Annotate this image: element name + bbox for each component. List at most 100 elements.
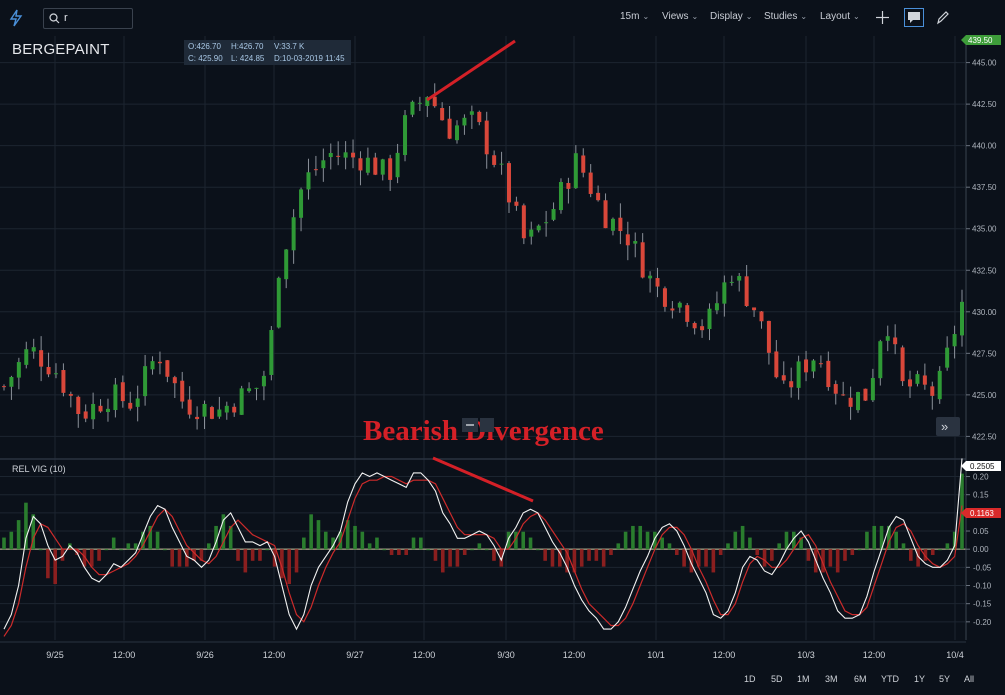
candle bbox=[276, 276, 281, 329]
histogram-bar bbox=[455, 549, 460, 567]
candle bbox=[826, 351, 831, 391]
candle-body bbox=[937, 370, 942, 400]
candle bbox=[633, 232, 638, 258]
last-indicator-label: 0.2505 bbox=[970, 462, 995, 471]
candle-body bbox=[276, 277, 281, 328]
candle-body bbox=[945, 347, 950, 368]
candle-body bbox=[566, 182, 571, 189]
layout-label: Layout bbox=[820, 11, 851, 22]
time-tick-label: 12:00 bbox=[713, 650, 736, 660]
candle bbox=[306, 158, 311, 200]
candle-body bbox=[952, 334, 957, 347]
search-input[interactable]: r bbox=[43, 8, 133, 29]
range-button-all[interactable]: All bbox=[964, 674, 975, 684]
histogram-bar bbox=[821, 549, 825, 573]
histogram-bar bbox=[2, 537, 6, 550]
candle bbox=[76, 395, 81, 428]
histogram-bar bbox=[740, 525, 745, 550]
views-dropdown[interactable]: Views ⌄ bbox=[662, 11, 698, 22]
studies-dropdown[interactable]: Studies ⌄ bbox=[764, 11, 807, 22]
chart-comment-icon[interactable] bbox=[904, 8, 924, 27]
candle-body bbox=[83, 411, 88, 419]
histogram-bar bbox=[433, 549, 438, 561]
candle bbox=[261, 370, 266, 401]
range-button-5d[interactable]: 5D bbox=[771, 674, 783, 684]
candle-body bbox=[68, 393, 73, 396]
display-dropdown[interactable]: Display ⌄ bbox=[710, 11, 753, 22]
candle-body bbox=[796, 361, 801, 388]
divergence-lines bbox=[426, 39, 534, 503]
last-price-badge: 439.50 bbox=[961, 35, 1001, 45]
histogram-bar bbox=[762, 549, 767, 567]
candle bbox=[165, 360, 170, 383]
price-divergence-line bbox=[426, 39, 516, 102]
candle-body bbox=[588, 172, 593, 194]
histogram-bar bbox=[572, 549, 577, 573]
range-button-1m[interactable]: 1M bbox=[797, 674, 810, 684]
candle bbox=[2, 384, 6, 391]
chevron-down-icon: ⌄ bbox=[745, 12, 753, 21]
candle bbox=[477, 110, 482, 126]
candle-body bbox=[826, 360, 831, 388]
histogram-bar bbox=[850, 549, 855, 555]
time-axis: 9/25 12:00 9/26 12:00 9/27 12:00 9/30 12:00 10/1… bbox=[46, 650, 964, 660]
crosshair-icon[interactable] bbox=[876, 11, 889, 24]
candle bbox=[68, 391, 73, 408]
histogram-bar bbox=[492, 549, 496, 561]
interval-dropdown[interactable]: 15m ⌄ bbox=[620, 11, 649, 22]
candle-body bbox=[677, 302, 682, 308]
range-button-ytd[interactable]: YTD bbox=[881, 674, 899, 684]
range-button-1d[interactable]: 1D bbox=[744, 674, 756, 684]
candle bbox=[722, 275, 727, 317]
candle-body bbox=[336, 155, 341, 157]
candle bbox=[157, 351, 162, 375]
last-indicator-badge: 0.2505 bbox=[961, 461, 1001, 471]
candle bbox=[247, 382, 252, 393]
candle-body bbox=[484, 120, 489, 155]
candle bbox=[46, 352, 51, 378]
candle-body bbox=[202, 403, 207, 417]
layout-dropdown[interactable]: Layout ⌄ bbox=[820, 11, 860, 22]
candle bbox=[707, 303, 712, 341]
candle-body bbox=[31, 347, 36, 352]
histogram-bar bbox=[316, 520, 321, 550]
scroll-right-button[interactable]: » bbox=[936, 417, 960, 436]
pencil-icon[interactable] bbox=[936, 10, 950, 25]
candle-body bbox=[774, 351, 779, 378]
candle bbox=[120, 375, 125, 408]
range-button-3m[interactable]: 3M bbox=[825, 674, 838, 684]
candle-body bbox=[120, 382, 125, 402]
candle-body bbox=[388, 158, 393, 180]
candle bbox=[506, 161, 511, 214]
range-button-5y[interactable]: 5Y bbox=[939, 674, 951, 684]
candle-body bbox=[833, 384, 838, 394]
candle bbox=[781, 361, 786, 384]
histogram-bar bbox=[382, 549, 387, 551]
histogram-bar bbox=[945, 543, 950, 550]
candle-body bbox=[707, 308, 712, 330]
time-tick-label: 9/27 bbox=[346, 650, 364, 660]
indicator-tick-label: 0.00 bbox=[973, 545, 989, 554]
range-button-6m[interactable]: 6M bbox=[854, 674, 867, 684]
lightning-icon[interactable] bbox=[9, 9, 23, 27]
price-tick-label: 442.50 bbox=[972, 100, 997, 109]
candle bbox=[930, 381, 935, 410]
candle bbox=[856, 391, 861, 413]
price-tick-label: 425.00 bbox=[972, 391, 997, 400]
candle bbox=[269, 326, 274, 381]
time-tick-label: 10/3 bbox=[797, 650, 815, 660]
candle bbox=[893, 324, 898, 355]
histogram-bar bbox=[609, 549, 613, 555]
indicator-tick-label: -0.20 bbox=[973, 618, 992, 627]
histogram-bar bbox=[579, 549, 584, 567]
histogram-bar bbox=[930, 549, 935, 555]
histogram-bar bbox=[887, 525, 891, 550]
range-button-1y[interactable]: 1Y bbox=[914, 674, 926, 684]
candle-body bbox=[521, 205, 526, 239]
histogram-bar bbox=[587, 549, 591, 561]
candle-body bbox=[558, 182, 563, 211]
candle-body bbox=[640, 242, 645, 278]
candle-body bbox=[432, 96, 437, 107]
candle bbox=[195, 406, 200, 430]
